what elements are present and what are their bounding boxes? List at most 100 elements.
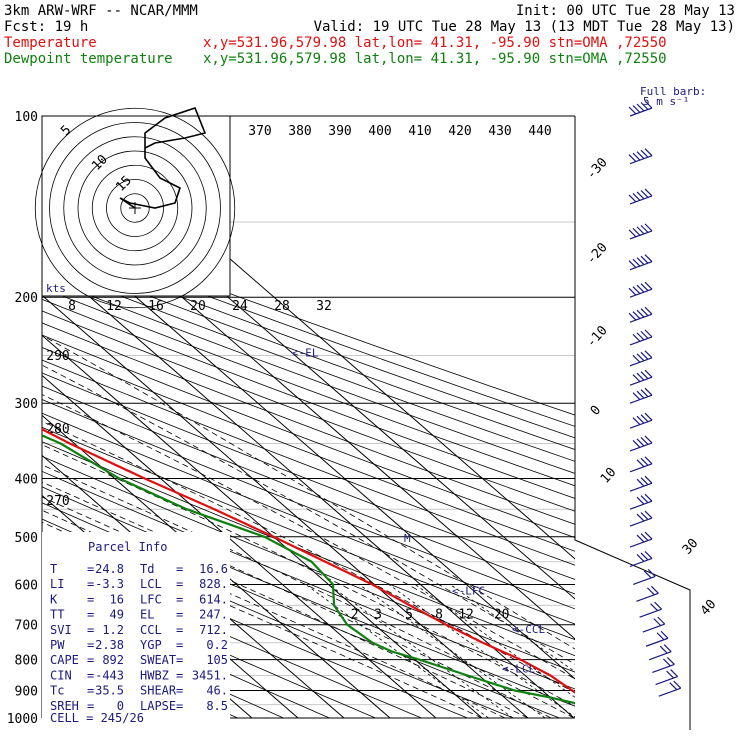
isotherm-label-right: -30 [584,155,611,182]
wind-barb [648,644,672,661]
wind-barb [629,475,653,492]
dry-adiabat-450 [42,276,575,474]
parcel-row-label: EL [140,608,154,622]
parcel-row-value: 16 [110,592,124,606]
parcel-info-panel [42,532,230,726]
parcel-row-sep: = [87,684,94,698]
wind-barb [652,656,675,673]
pressure-label-100: 100 [15,110,38,125]
parcel-row-value: 712. [199,623,228,637]
hodograph-ring [34,107,236,309]
hodograph-inset [41,115,231,297]
dry-adiabat-240 [42,570,376,718]
parcel-row-label: T [50,562,57,576]
parcel-row-label: LCL [140,577,162,591]
parcel-row-label: SVI [50,623,72,637]
parcel-level-label: <-EL [292,346,319,359]
parcel-row-value: 35.5 [95,684,124,698]
mixing-ratio-label-5: 5 [405,608,413,623]
parcel-row-value: 3451. [192,668,228,682]
moist-adiabat-10 [42,464,575,718]
speed-axis-label: 20 [190,299,206,314]
speed-axis-label: 32 [316,299,332,314]
hodograph-ring [120,193,150,223]
parcel-row-sep: = [87,653,94,667]
pressure-label-300: 300 [15,397,38,412]
wind-barb [629,510,653,527]
theta-labels: 370 380 390 400 410 420 430 440 290 280 270 [46,124,551,509]
parcel-row-sep: = [87,623,94,637]
parcel-row-sep: = [176,562,183,576]
mixing-ratio-line-20 [449,584,575,673]
dewpoint-line [42,434,575,705]
temperature-location: x,y=531.96,579.98 lat,lon= 41.31, -95.90… [203,35,667,51]
moist-adiabat-25 [42,394,575,680]
parcel-row-label: Tc [50,684,64,698]
hodograph-ring [77,150,193,266]
parcel-row-label: CIN [50,668,72,682]
parcel-row-label: YGP [140,638,162,652]
parcel-row-value: 614. [199,592,228,606]
parcel-row-sep: = [87,699,94,713]
theta-label-top: 400 [368,124,391,139]
parcel-row-sep: = [176,653,183,667]
dewpoint-location: x,y=531.96,579.98 lat,lon= 41.31, -95.90… [203,51,667,67]
wind-barb [628,188,653,205]
pressure-label-700: 700 [15,619,38,634]
forecast-label: Fcst: 19 h [4,19,88,35]
dry-adiabat-410 [42,322,575,525]
dewpoint-legend: Dewpoint temperature [4,51,173,67]
dry-adiabat-390 [42,347,575,552]
wind-barb [629,329,653,346]
parcel-row-label: HWBZ [140,668,169,682]
dry-adiabat-400 [42,334,575,539]
moist-adiabat--10 [42,521,483,718]
mixing-ratio-line-3 [328,584,514,718]
hodograph-ring [91,164,179,252]
temperature-profile [42,428,575,705]
parcel-row-sep: = [87,638,94,652]
mixing-ratio-label-3: 3 [374,608,382,623]
parcel-row-sep: = [87,668,94,682]
mixing-ratio-label-12: 12 [458,608,474,623]
wind-barb [629,550,653,567]
speed-axis-label: 16 [148,299,164,314]
parcel-row-label: CAPE [50,653,79,667]
dry-adiabat-420 [42,310,575,512]
parcel-row-value: 892 [102,653,124,667]
parcel-row-value: 0.2 [206,638,228,652]
parcel-row-label: CCL [140,623,162,637]
parcel-row-sep: = [176,668,183,682]
parcel-row-value: 16.6 [199,562,228,576]
model-title: 3km ARW-WRF -- NCAR/MMM [4,3,198,19]
pressure-label-1000: 1000 [7,712,38,727]
wind-barb [645,630,669,647]
parcel-row-label: TT [50,608,64,622]
mixing-ratio-line-5 [358,584,546,718]
dry-adiabat-320 [42,441,575,657]
parcel-row-label: SWEAT [140,653,176,667]
isotherm-label-right: 40 [698,597,720,619]
wind-barb [629,369,653,386]
temperature-line [42,428,575,694]
theta-label-left: 280 [46,422,69,437]
wind-barb [629,435,653,452]
parcel-row-label: LFC [140,592,162,606]
parcel-row-value: 828. [199,577,228,591]
wind-barb [629,456,653,473]
dry-adiabat-480 [42,243,575,439]
isotherm--20 [42,374,437,718]
dry-adiabat-340 [42,412,575,625]
pressure-label-800: 800 [15,654,38,669]
wind-barb [629,387,653,404]
parcel-row-value: 49 [110,608,124,622]
parcel-row-label: SHEAR [140,684,177,698]
temperature-legend: Temperature [4,35,97,51]
isotherm-label-right: -20 [584,240,611,267]
parcel-row-sep: = [87,577,94,591]
theta-label-top: 380 [288,124,311,139]
parcel-row-sep: = [87,592,94,606]
wind-barb [629,350,653,367]
mixing-ratio-label-2: 2 [351,608,359,623]
